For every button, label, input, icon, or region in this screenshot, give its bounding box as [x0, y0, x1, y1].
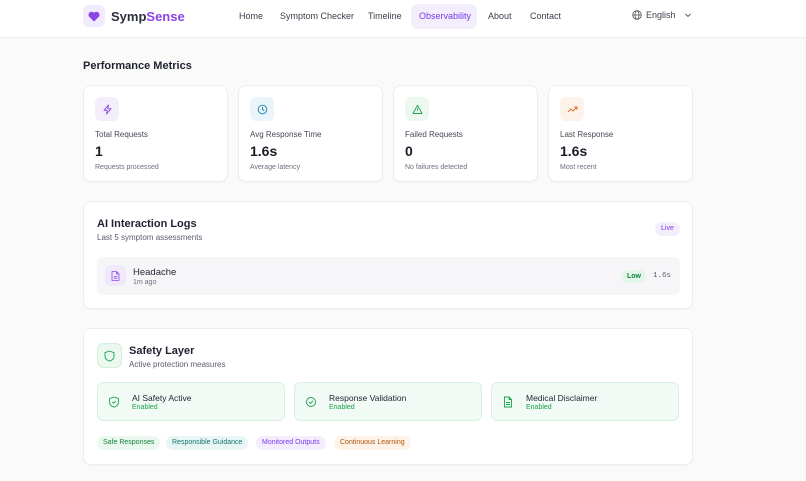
item-name: Medical Disclaimer	[526, 393, 598, 403]
live-badge: Live	[655, 222, 680, 236]
item-icon	[109, 396, 119, 408]
metric-label: Total Requests	[95, 130, 148, 139]
metric-card: Last Response 1.6s Most recent	[548, 85, 693, 182]
metric-label: Last Response	[560, 130, 614, 139]
nav-link[interactable]: Symptom Checker	[280, 11, 355, 21]
globe-icon	[632, 10, 642, 20]
safety-item: AI Safety Active Enabled	[97, 382, 285, 421]
metric-icon	[405, 97, 429, 121]
metric-label: Avg Response Time	[250, 130, 322, 139]
nav-link[interactable]: Timeline	[368, 11, 402, 21]
logo[interactable]	[83, 5, 105, 27]
brand-left: Symp	[111, 9, 147, 24]
tag: Safe Responses	[97, 436, 161, 450]
metric-note: Average latency	[250, 164, 301, 171]
logs-card: AI Interaction Logs Last 5 symptom asses…	[83, 201, 693, 309]
tag: Monitored Outputs	[256, 436, 326, 450]
logs-subtitle: Last 5 symptom assessments	[97, 233, 203, 242]
chevron	[684, 13, 691, 18]
top-nav: SympSense Home Symptom Checker Timeline …	[0, 0, 806, 38]
safety-item: Response Validation Enabled	[294, 382, 482, 421]
metric-value: 1.6s	[250, 143, 278, 159]
language: English	[646, 10, 676, 20]
item-status: Enabled	[329, 404, 355, 411]
language-selector[interactable]: English	[632, 10, 692, 20]
log-duration: 1.6s	[653, 272, 672, 280]
level-badge: Low	[622, 270, 646, 283]
nav-link[interactable]: Contact	[530, 11, 562, 21]
heart-icon	[88, 11, 100, 21]
log-time: 1m ago	[133, 279, 157, 286]
tag: Responsible Guidance	[166, 436, 249, 450]
log-name: Headache	[133, 267, 177, 278]
nav-link[interactable]: About	[488, 11, 512, 21]
item-icon	[504, 396, 512, 408]
active-pill	[411, 4, 477, 29]
safety-title: Safety Layer	[129, 345, 195, 357]
item-status: Enabled	[132, 404, 158, 411]
metric-card: Avg Response Time 1.6s Average latency	[238, 85, 383, 182]
item-icon	[306, 397, 316, 407]
section-title: Performance Metrics	[83, 60, 192, 72]
item-name: AI Safety Active	[132, 393, 192, 403]
metric-icon	[95, 97, 119, 121]
tag: Continuous Learning	[334, 436, 411, 450]
metric-card: Failed Requests 0 No failures detected	[393, 85, 538, 182]
log-entry[interactable]: Headache 1m ago Low 1.6s	[97, 257, 680, 295]
item-name: Response Validation	[329, 393, 407, 403]
metric-icon	[250, 97, 274, 121]
metric-value: 0	[405, 143, 413, 159]
metric-note: Requests processed	[95, 164, 159, 171]
metric-note: Most recent	[560, 164, 597, 171]
safety-subtitle: Active protection measures	[129, 360, 226, 369]
item-status: Enabled	[526, 404, 552, 411]
metric-value: 1	[95, 143, 103, 159]
metric-icon	[560, 97, 584, 121]
metric-label: Failed Requests	[405, 130, 463, 139]
brand-right: Sense	[146, 9, 185, 24]
nav-link[interactable]: Home	[239, 11, 264, 21]
logs-title: AI Interaction Logs	[97, 218, 197, 230]
safety-item: Medical Disclaimer Enabled	[491, 382, 679, 421]
nav-link[interactable]: Observability	[419, 11, 472, 21]
shield-icon	[97, 343, 122, 368]
brand[interactable]: SympSense	[111, 9, 185, 24]
metric-card: Total Requests 1 Requests processed	[83, 85, 228, 182]
file-icon	[105, 265, 126, 286]
metric-note: No failures detected	[405, 164, 468, 171]
metric-value: 1.6s	[560, 143, 588, 159]
